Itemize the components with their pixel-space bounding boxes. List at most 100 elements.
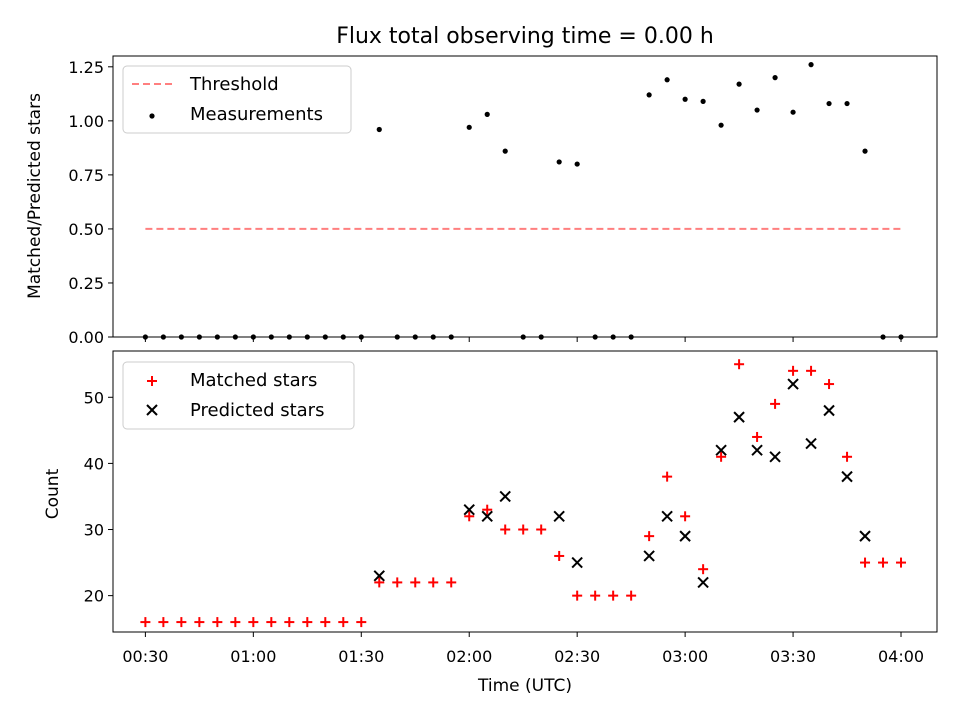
matched-star-point [410,577,421,588]
matched-star-point [374,577,385,588]
matched-star-point [752,431,763,442]
matched-star-point [788,365,799,376]
predicted-star-stroke-b [697,576,709,589]
predicted-star-stroke-b [859,530,871,542]
matched-star-point [572,590,583,601]
matched-star-point [194,617,205,628]
predicted-star-stroke-b [823,404,835,417]
matched-star-point [266,617,277,628]
matched-star-point [176,617,187,628]
matched-star-point [878,557,889,568]
matched-star-point [284,617,295,628]
predicted-star-point [769,451,781,463]
predicted-star-point [499,490,511,503]
matched-star-point [302,617,313,628]
count-legend: Matched stars Predicted stars [122,361,355,430]
count-y-tick-label: 30 [84,521,104,540]
predicted-star-stroke-b [805,437,817,450]
measurement-point [502,148,508,154]
matched-star-point [626,590,637,601]
matched-star-point [518,524,529,535]
matched-star-point [896,557,907,568]
predicted-star-point [373,570,385,582]
matched-star-point [554,550,565,561]
matched-star-point [608,590,619,601]
count-y-axis-label: Count [43,468,63,519]
measurement-point [700,98,706,104]
matched-star-point [698,564,709,575]
ratio-legend-box [122,65,352,134]
predicted-star-point [787,378,799,390]
matched-star-point [230,617,241,628]
count-x-tick-label: 02:30 [554,647,600,666]
count-legend-box [122,361,355,430]
measurement-point [826,100,832,107]
predicted-legend-swatch [146,404,158,416]
count-y-tick-label: 40 [84,454,104,473]
count-x-axis-label: Time (UTC) [477,676,572,696]
matched-star-point [734,359,745,370]
measurement-point [682,96,688,102]
predicted-star-stroke-b [643,550,655,562]
count-x-tick-label: 00:30 [122,647,168,666]
predicted-star-stroke-b [733,411,745,423]
measurements-legend-label: Measurements [190,104,323,125]
matched-star-point [248,617,259,628]
ratio-axes-frame [112,55,938,338]
count-x-tick-label: 01:30 [338,647,384,666]
measurement-point [862,148,868,154]
matched-star-point [428,577,439,588]
ratio-y-tick-label: 1.25 [68,58,104,77]
matched-star-point [536,524,547,535]
ratio-y-tick-label: 0.50 [68,220,104,239]
predicted-star-stroke-b [481,510,493,523]
ratio-panel: Flux total observing time = 0.00 h 0.000… [25,24,938,347]
predicted-star-point [751,444,763,456]
predicted-star-stroke-b [715,444,727,456]
count-plot-area: 20 30 40 50 00:30 01:00 01:30 02:00 02:30 03:00 03… [84,350,938,666]
predicted-legend-label: Predicted stars [190,400,324,421]
predicted-star-stroke-b [463,503,475,516]
matched-star-point [770,398,781,409]
measurement-point [772,75,778,81]
measurement-point [376,126,382,133]
predicted-star-point [823,404,835,417]
predicted-star-point [463,503,475,516]
matched-star-point [320,617,331,628]
matched-star-point [806,365,817,376]
measurement-point [556,159,562,165]
matched-legend-swatch [147,376,157,386]
count-axes-frame [112,350,938,633]
matched-star-point [500,524,511,535]
matched-star-point [680,511,691,522]
matched-star-point [482,504,493,515]
predicted-star-point [805,437,817,450]
matched-star-point [212,617,223,628]
matched-star-point [716,451,727,462]
predicted-star-stroke-b [769,451,781,463]
measurement-point [736,81,742,87]
predicted-star-stroke-b [499,490,511,503]
count-x-tick-label: 02:00 [446,647,492,666]
predicted-star-point [679,530,691,542]
predicted-star-stroke-b [661,510,673,523]
measurement-point [646,92,652,98]
measurement-point [754,107,760,113]
matched-star-point [446,577,457,588]
measurement-point [484,111,490,117]
matched-star-point [140,617,151,628]
measurement-point [466,124,472,130]
matched-star-point [464,511,475,522]
measurement-point [790,109,796,115]
measurements-legend-swatch [149,113,155,119]
matched-star-point [590,590,601,601]
predicted-star-stroke-b [751,444,763,456]
matched-star-point [356,617,367,628]
predicted-star-point [859,530,871,542]
count-y-tick-label: 20 [84,587,104,606]
predicted-star-point [715,444,727,456]
ratio-panel-title: Flux total observing time = 0.00 h [336,24,714,49]
count-x-tick-label: 03:00 [662,647,708,666]
matched-star-point [662,471,673,482]
